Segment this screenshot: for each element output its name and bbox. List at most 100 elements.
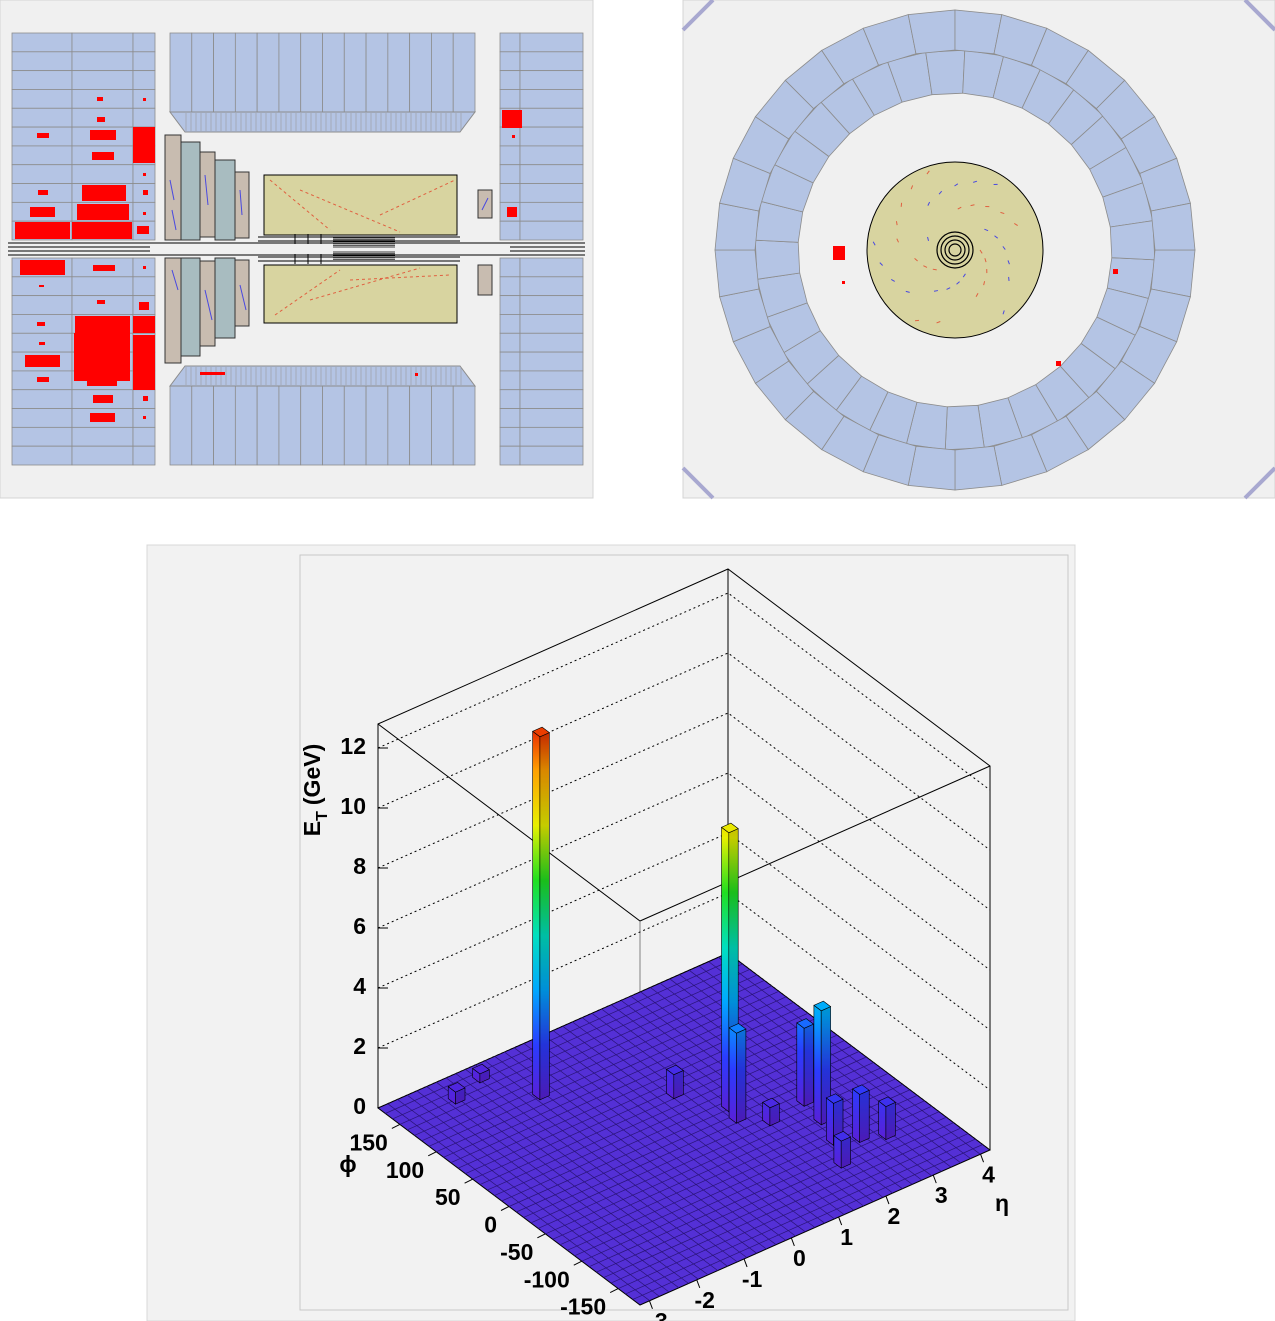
x-tick	[885, 1195, 890, 1205]
cell	[300, 32, 323, 113]
cell	[499, 332, 521, 353]
energy-deposit	[38, 190, 48, 195]
hit	[1014, 222, 1018, 227]
cell	[191, 385, 214, 466]
energy-deposit	[842, 281, 845, 284]
wheel	[164, 134, 182, 241]
tracker	[263, 264, 458, 324]
bar-top	[720, 822, 739, 834]
cell	[11, 51, 73, 72]
energy-deposit	[200, 372, 225, 375]
z-title-clip: ET (GeV)	[299, 744, 331, 836]
calo-module	[754, 239, 801, 280]
calo-module	[925, 49, 966, 96]
y-tick	[500, 1206, 510, 1211]
hit	[946, 287, 951, 290]
x-tick	[980, 1154, 985, 1163]
bar-shade	[885, 1102, 896, 1140]
hit	[879, 262, 883, 266]
energy-deposit	[133, 316, 155, 333]
grid-line	[377, 592, 991, 791]
corner	[1243, 466, 1275, 500]
hit	[962, 273, 966, 278]
y-tick-label: 0	[484, 1212, 497, 1238]
y-tick	[573, 1260, 583, 1266]
hit	[956, 281, 960, 285]
calo-module	[944, 404, 985, 451]
side-view	[0, 0, 594, 499]
energy-deposit	[37, 133, 49, 138]
chamber	[214, 257, 236, 339]
hit	[984, 228, 989, 232]
cell	[499, 145, 521, 166]
energy-deposit	[15, 222, 70, 239]
cell	[499, 51, 521, 72]
muon-segment	[169, 179, 175, 201]
floor-cell-line	[718, 957, 981, 1155]
energy-deposit	[133, 127, 155, 163]
bar-shade	[821, 1006, 831, 1125]
energy-deposit	[39, 285, 44, 287]
bar-top	[825, 1093, 844, 1104]
cell	[11, 295, 73, 315]
pixel-layer	[944, 239, 966, 261]
hit	[872, 241, 876, 246]
grid-line	[377, 892, 991, 1091]
cell	[499, 370, 521, 391]
bar-side	[721, 826, 730, 1113]
x-tick-label: 3	[935, 1182, 948, 1208]
y-tick-label: 100	[386, 1157, 424, 1183]
cell	[132, 276, 156, 297]
hit	[1002, 310, 1005, 315]
bar	[665, 1064, 684, 1100]
cell	[71, 445, 134, 466]
energy-deposit	[833, 246, 845, 260]
energy-deposit	[137, 226, 149, 234]
z-title-unit: (GeV)	[299, 744, 325, 805]
chamber	[180, 141, 201, 241]
hit	[905, 290, 910, 293]
wheel	[199, 260, 216, 347]
cell	[256, 32, 280, 113]
energy-deposit	[139, 302, 149, 310]
hit	[979, 249, 983, 254]
cell	[519, 257, 584, 278]
energy-deposit	[502, 110, 522, 128]
cell	[499, 220, 521, 241]
cell	[519, 107, 584, 128]
hit	[983, 281, 986, 286]
cell	[365, 385, 389, 466]
cell	[409, 385, 432, 466]
cell	[519, 126, 584, 147]
hit	[890, 279, 895, 282]
bar-side	[532, 730, 541, 1101]
x-tick-label: 0	[793, 1245, 806, 1271]
bar-side	[825, 1097, 834, 1147]
cell	[132, 51, 156, 72]
cell	[71, 426, 134, 447]
hit	[1002, 246, 1006, 250]
y-tick	[464, 1178, 473, 1184]
small-chamber	[477, 264, 493, 296]
cell	[169, 32, 193, 113]
z-tick-label: 0	[353, 1093, 366, 1119]
y-tick-label: -100	[524, 1266, 570, 1292]
energy-deposit	[82, 185, 126, 201]
pixel-layer	[940, 235, 970, 265]
grid-line	[377, 652, 991, 851]
y-tick-label: -150	[560, 1294, 606, 1320]
bar-side	[852, 1088, 861, 1144]
cell	[132, 107, 156, 128]
cell	[519, 220, 584, 241]
bar	[796, 1018, 815, 1107]
cell	[519, 145, 584, 166]
floor-cell-line	[414, 980, 765, 1136]
calo-module	[1109, 220, 1156, 261]
y-tick	[391, 1123, 401, 1129]
y-tick	[537, 1233, 546, 1239]
cell	[71, 276, 134, 297]
energy-deposit	[143, 212, 146, 215]
cell	[11, 445, 73, 466]
cell	[278, 32, 302, 113]
track	[349, 274, 451, 281]
